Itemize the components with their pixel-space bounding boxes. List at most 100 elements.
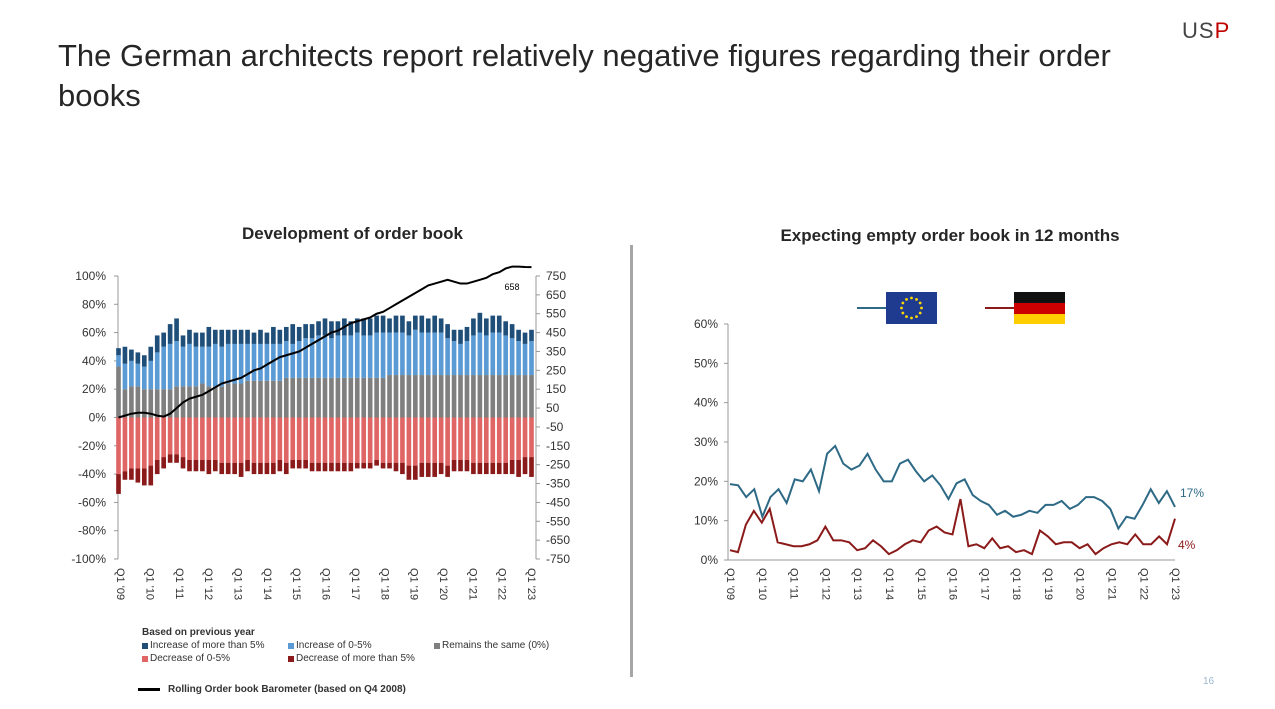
bar-segment <box>148 389 154 418</box>
bar-segment <box>413 329 418 376</box>
bar-segment <box>180 335 186 347</box>
bar-segment <box>129 417 134 469</box>
bar-segment <box>290 417 296 460</box>
bar-segment <box>348 377 354 418</box>
y-tick-label-left: 40% <box>82 354 106 368</box>
bar-segment <box>135 417 141 469</box>
bar-segment <box>413 417 418 466</box>
bar-segment <box>264 462 270 475</box>
bar-segment <box>212 329 218 344</box>
eu-flag-star <box>915 315 918 319</box>
bar-segment <box>387 375 392 418</box>
bar-segment <box>406 375 412 418</box>
x-tick-label: Q1 '17 <box>349 568 361 600</box>
bar-segment <box>258 343 263 381</box>
bar-segment <box>161 346 166 390</box>
bar-segment <box>367 377 373 418</box>
de-flag-black <box>1014 292 1065 303</box>
bar-segment <box>451 329 457 342</box>
bar-segment <box>309 324 315 339</box>
x-tick-label: Q1 '12 <box>819 568 831 600</box>
bar-segment <box>496 417 502 463</box>
bar-segment <box>445 375 450 418</box>
bar-segment <box>348 417 354 463</box>
x-tick-label: Q1 '14 <box>261 568 273 600</box>
bar-segment <box>245 329 250 344</box>
bar-segment <box>335 462 341 472</box>
y-tick-label-left: 80% <box>82 297 106 311</box>
x-tick-label: Q1 '20 <box>437 568 449 600</box>
legend-item-increase-more: Increase of more than 5% <box>142 639 288 652</box>
bar-segment <box>129 349 134 361</box>
bar-segment <box>432 417 438 463</box>
bar-segment <box>458 375 463 418</box>
bar-segment <box>464 326 470 342</box>
bar-segment <box>206 346 212 387</box>
legend-item-increase-small: Increase of 0-5% <box>288 639 434 652</box>
bar-segment <box>509 459 515 475</box>
bar-segment <box>419 417 425 463</box>
bar-segment <box>451 375 457 418</box>
y-tick-label: 30% <box>694 435 718 449</box>
bar-segment <box>187 417 192 460</box>
de-series-line <box>729 498 1176 556</box>
bar-segment <box>116 355 121 367</box>
y-tick-label-right: -250 <box>546 458 570 472</box>
bar-segment <box>406 321 412 336</box>
bar-segment <box>516 341 521 376</box>
bar-segment <box>141 468 147 486</box>
bar-segment <box>354 318 360 333</box>
bar-segment <box>187 459 192 472</box>
bar-segment <box>245 380 250 418</box>
bar-segment <box>329 462 334 472</box>
bar-segment <box>225 417 231 463</box>
bar-segment <box>509 375 515 418</box>
bar-segment <box>438 462 444 475</box>
bar-segment <box>400 315 405 333</box>
x-tick-label: Q1 '13 <box>851 568 863 600</box>
bar-segment <box>496 375 502 418</box>
eu-flag-star <box>905 315 908 319</box>
bar-segment <box>232 417 237 463</box>
bar-segment <box>245 459 250 472</box>
bar-segment <box>400 462 405 475</box>
bar-segment <box>348 321 354 336</box>
bar-segment <box>180 346 186 387</box>
bar-segment <box>129 360 134 387</box>
x-tick-label: Q1 '17 <box>978 568 990 600</box>
bar-segment <box>432 315 438 333</box>
bar-segment <box>296 341 302 378</box>
bar-segment <box>393 315 399 333</box>
bar-segment <box>283 341 289 378</box>
bar-segment <box>471 375 476 418</box>
bar-segment <box>141 366 147 390</box>
bar-segment <box>296 326 302 342</box>
bar-segment <box>458 459 463 472</box>
y-tick-label-left: -20% <box>78 439 106 453</box>
bar-segment <box>122 363 128 390</box>
bar-segment <box>400 375 405 418</box>
eu-flag-star <box>918 301 922 305</box>
bar-segment <box>484 375 489 418</box>
bar-segment <box>477 417 483 463</box>
bar-segment <box>490 315 496 333</box>
bar-segment <box>529 375 534 418</box>
barometer-line <box>118 265 532 419</box>
y-tick-label: 50% <box>694 356 718 370</box>
bar-segment <box>135 363 141 387</box>
legend-heading: Based on previous year <box>142 627 255 638</box>
bar-segment <box>251 380 257 418</box>
bar-segment <box>122 389 128 418</box>
bar-segment <box>464 459 470 472</box>
bar-segment <box>296 417 302 460</box>
y-tick-label-left: -100% <box>71 552 106 566</box>
bar-segment <box>271 326 276 344</box>
x-tick-label: Q1 '11 <box>173 568 185 599</box>
bar-segment <box>167 324 173 344</box>
bar-segment <box>477 462 483 475</box>
bar-segment <box>219 386 225 418</box>
bar-segment <box>471 462 476 475</box>
bar-segment <box>154 459 160 475</box>
bar-segment <box>219 417 225 463</box>
bar-segment <box>167 417 173 455</box>
